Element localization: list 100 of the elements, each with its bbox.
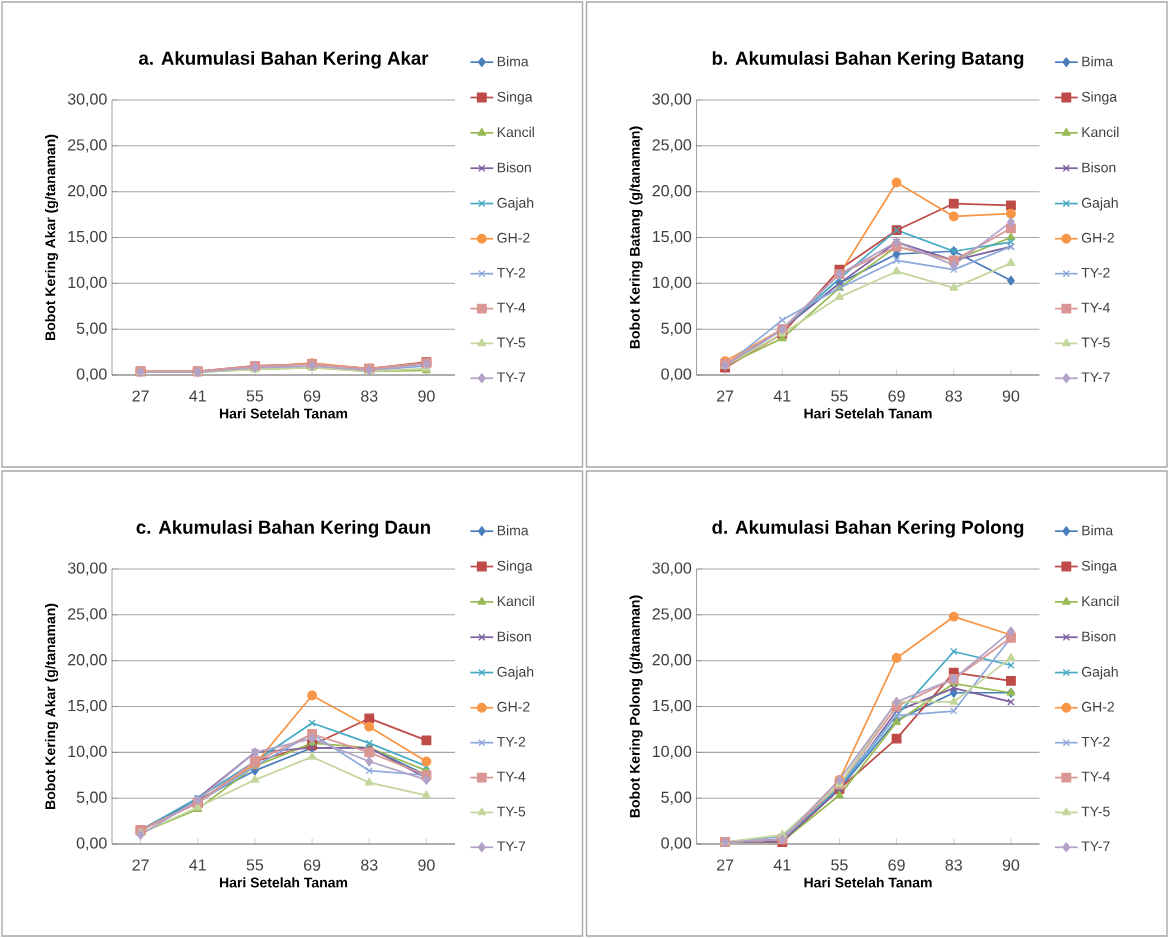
y-tick-label: 5,00 bbox=[661, 791, 692, 805]
legend-label: TY-4 bbox=[1081, 302, 1110, 313]
legend-label: TY-7 bbox=[1081, 841, 1110, 852]
chart-title: b. Akumulasi Bahan Kering Batang bbox=[712, 51, 1024, 69]
legend-label: TY-4 bbox=[1081, 771, 1110, 782]
x-tick-label: 69 bbox=[888, 859, 905, 871]
x-axis-title: Hari Setelah Tanam bbox=[804, 877, 932, 888]
legend-label: Kancil bbox=[497, 595, 534, 607]
legend-label: Kancil bbox=[497, 126, 534, 138]
x-tick-label: 55 bbox=[831, 390, 848, 402]
x-axis-title: Hari Setelah Tanam bbox=[804, 408, 932, 419]
x-tick-label: 90 bbox=[418, 859, 435, 871]
y-tick-label: 5,00 bbox=[76, 791, 107, 805]
legend-label: TY-2 bbox=[497, 736, 526, 747]
y-tick-label: 5,00 bbox=[76, 322, 107, 336]
y-tick-label: 25,00 bbox=[652, 139, 692, 153]
y-tick-label: 25,00 bbox=[652, 608, 692, 622]
y-tick-label: 15,00 bbox=[68, 699, 107, 714]
x-tick-label: 90 bbox=[1002, 859, 1020, 871]
x-tick-label: 41 bbox=[773, 390, 791, 402]
y-tick-label: 10,00 bbox=[68, 276, 107, 290]
legend-label: Gajah bbox=[497, 666, 534, 680]
x-tick-label: 41 bbox=[189, 390, 206, 402]
legend-label: TY-2 bbox=[1081, 736, 1110, 747]
y-tick-label: 15,00 bbox=[652, 230, 692, 245]
chart-title: a. Akumulasi Bahan Kering Akar bbox=[138, 51, 429, 69]
x-tick-label: 83 bbox=[945, 390, 962, 402]
y-axis-title: Bobot Kering Batang (g/tanaman) bbox=[629, 126, 643, 349]
y-tick-label: 30,00 bbox=[67, 562, 107, 576]
y-tick-label: 0,00 bbox=[661, 368, 692, 382]
legend-label: TY-2 bbox=[1081, 267, 1110, 278]
x-tick-label: 83 bbox=[945, 859, 962, 871]
legend-label: Gajah bbox=[1081, 666, 1118, 680]
x-tick-label: 27 bbox=[132, 859, 149, 871]
legend-label: GH-2 bbox=[1081, 232, 1114, 243]
legend-label: Gajah bbox=[497, 197, 534, 211]
legend-label: TY-4 bbox=[497, 771, 526, 782]
y-tick-label: 0,00 bbox=[661, 837, 692, 851]
x-tick-label: 83 bbox=[361, 390, 378, 402]
x-axis-title: Hari Setelah Tanam bbox=[219, 408, 348, 419]
legend-label: Kancil bbox=[1082, 595, 1119, 607]
legend-label: Singa bbox=[1081, 91, 1118, 105]
y-tick-label: 0,00 bbox=[76, 368, 107, 382]
legend-label: Bison bbox=[497, 631, 531, 642]
legend-label: Singa bbox=[1081, 560, 1118, 574]
y-tick-label: 30,00 bbox=[652, 562, 692, 576]
y-tick-label: 0,00 bbox=[76, 837, 107, 851]
legend-label: Kancil bbox=[1082, 126, 1119, 138]
legend-label: GH-2 bbox=[497, 701, 530, 712]
y-tick-label: 30,00 bbox=[67, 93, 107, 107]
legend-label: TY-5 bbox=[1081, 337, 1110, 348]
legend-label: Bima bbox=[497, 525, 529, 536]
y-tick-label: 5,00 bbox=[661, 322, 692, 336]
y-tick-label: 10,00 bbox=[652, 276, 692, 290]
y-axis-title: Bobot Kering Akar (g/tanaman) bbox=[44, 134, 59, 341]
legend-label: Bima bbox=[497, 56, 529, 67]
y-axis-title: Bobot Kering Akar (g/tanaman) bbox=[44, 603, 59, 810]
y-tick-label: 25,00 bbox=[68, 608, 107, 622]
legend-label: TY-5 bbox=[497, 806, 526, 817]
x-tick-label: 69 bbox=[304, 859, 321, 871]
x-tick-label: 55 bbox=[246, 859, 264, 871]
y-tick-label: 20,00 bbox=[68, 654, 107, 668]
x-tick-label: 69 bbox=[304, 390, 321, 402]
legend-label: Bison bbox=[1082, 631, 1116, 642]
legend-label: TY-2 bbox=[497, 267, 526, 278]
legend-label: TY-7 bbox=[497, 372, 526, 383]
legend-label: GH-2 bbox=[1081, 701, 1114, 712]
x-tick-label: 90 bbox=[418, 390, 435, 402]
legend-label: Bison bbox=[497, 162, 531, 173]
y-tick-label: 15,00 bbox=[68, 230, 107, 245]
y-tick-label: 20,00 bbox=[68, 185, 107, 199]
x-tick-label: 41 bbox=[773, 859, 791, 871]
legend-label: TY-4 bbox=[497, 302, 526, 313]
y-tick-label: 20,00 bbox=[652, 654, 692, 668]
x-tick-label: 27 bbox=[717, 859, 734, 871]
x-tick-label: 27 bbox=[717, 390, 734, 402]
y-tick-label: 15,00 bbox=[652, 699, 692, 714]
legend-label: Bima bbox=[1082, 525, 1114, 536]
legend-label: GH-2 bbox=[497, 232, 530, 243]
chart-title: c. Akumulasi Bahan Kering Daun bbox=[136, 520, 430, 538]
x-tick-label: 90 bbox=[1002, 390, 1020, 402]
legend-label: Singa bbox=[497, 560, 533, 574]
y-tick-label: 30,00 bbox=[652, 93, 692, 107]
y-axis-title: Bobot Kering Polong (g/tanaman) bbox=[629, 595, 643, 818]
y-tick-label: 10,00 bbox=[652, 745, 692, 759]
legend-label: Singa bbox=[497, 91, 533, 105]
legend-label: TY-7 bbox=[497, 841, 526, 852]
legend-label: TY-5 bbox=[1081, 806, 1110, 817]
legend-label: TY-7 bbox=[1081, 372, 1110, 383]
x-tick-label: 55 bbox=[246, 390, 264, 402]
legend-label: Bima bbox=[1082, 56, 1114, 67]
legend-label: Bison bbox=[1082, 162, 1116, 173]
x-tick-label: 69 bbox=[888, 390, 905, 402]
x-tick-label: 55 bbox=[831, 859, 848, 871]
legend-label: Gajah bbox=[1081, 197, 1118, 211]
legend-label: TY-5 bbox=[497, 337, 526, 348]
chart-title: d. Akumulasi Bahan Kering Polong bbox=[712, 520, 1024, 538]
x-tick-label: 83 bbox=[361, 859, 378, 871]
x-tick-label: 27 bbox=[132, 390, 149, 402]
x-tick-label: 41 bbox=[189, 859, 206, 871]
